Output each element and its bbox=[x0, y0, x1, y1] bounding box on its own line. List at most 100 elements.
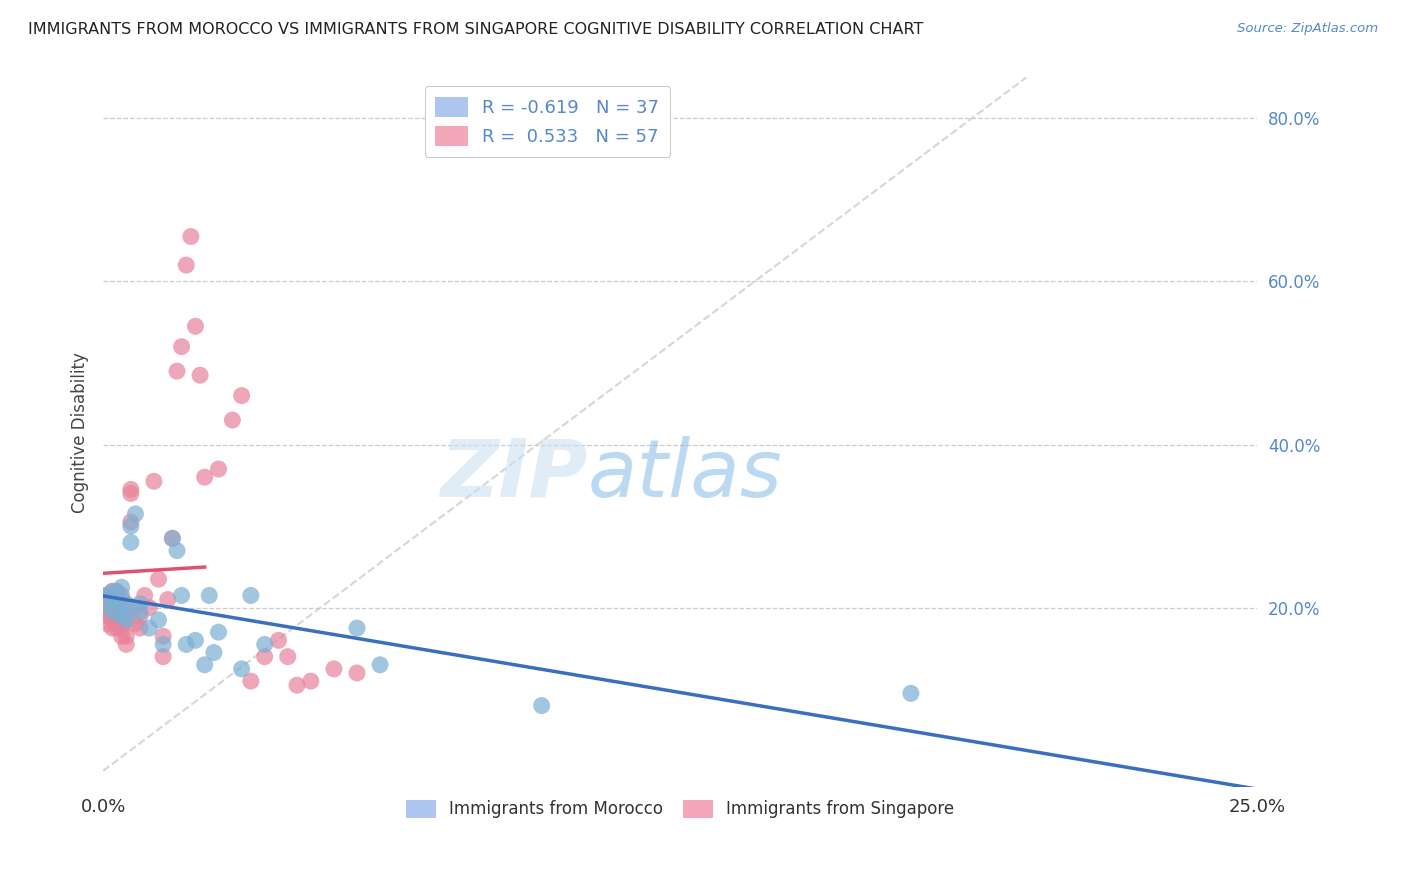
Point bbox=[124, 600, 146, 615]
Point bbox=[115, 597, 138, 611]
Point bbox=[142, 475, 165, 489]
Point bbox=[101, 584, 124, 599]
Point bbox=[110, 592, 132, 607]
Point bbox=[129, 597, 152, 611]
Point bbox=[900, 686, 922, 700]
Point bbox=[174, 258, 197, 272]
Point bbox=[120, 515, 142, 529]
Point bbox=[231, 388, 253, 402]
Y-axis label: Cognitive Disability: Cognitive Disability bbox=[72, 351, 89, 513]
Point bbox=[110, 608, 132, 623]
Point bbox=[115, 629, 138, 643]
Point bbox=[105, 586, 128, 600]
Point bbox=[253, 637, 276, 651]
Point bbox=[152, 629, 174, 643]
Point bbox=[162, 532, 184, 546]
Point bbox=[101, 621, 124, 635]
Point bbox=[101, 605, 124, 619]
Point bbox=[148, 572, 170, 586]
Point bbox=[97, 600, 120, 615]
Point bbox=[110, 589, 132, 603]
Point bbox=[97, 605, 120, 619]
Point bbox=[170, 589, 193, 603]
Point bbox=[110, 580, 132, 594]
Point bbox=[129, 605, 152, 619]
Text: ZIP: ZIP bbox=[440, 436, 588, 514]
Point bbox=[267, 633, 290, 648]
Point bbox=[207, 625, 229, 640]
Text: IMMIGRANTS FROM MOROCCO VS IMMIGRANTS FROM SINGAPORE COGNITIVE DISABILITY CORREL: IMMIGRANTS FROM MOROCCO VS IMMIGRANTS FR… bbox=[28, 22, 924, 37]
Point bbox=[152, 649, 174, 664]
Point bbox=[156, 592, 179, 607]
Point bbox=[110, 621, 132, 635]
Point bbox=[194, 657, 217, 672]
Point bbox=[170, 340, 193, 354]
Point bbox=[105, 600, 128, 615]
Point bbox=[115, 613, 138, 627]
Point bbox=[174, 637, 197, 651]
Point bbox=[124, 507, 146, 521]
Point bbox=[198, 589, 221, 603]
Point bbox=[162, 532, 184, 546]
Point bbox=[231, 662, 253, 676]
Point bbox=[194, 470, 217, 484]
Point bbox=[101, 584, 124, 599]
Point bbox=[184, 319, 207, 334]
Point bbox=[115, 637, 138, 651]
Point bbox=[101, 605, 124, 619]
Point bbox=[148, 613, 170, 627]
Point bbox=[120, 483, 142, 497]
Point bbox=[97, 608, 120, 623]
Point bbox=[188, 368, 211, 383]
Point bbox=[134, 589, 156, 603]
Point bbox=[184, 633, 207, 648]
Point bbox=[120, 486, 142, 500]
Point bbox=[285, 678, 308, 692]
Point bbox=[299, 674, 322, 689]
Point bbox=[105, 621, 128, 635]
Point bbox=[277, 649, 299, 664]
Point bbox=[94, 589, 117, 603]
Point bbox=[530, 698, 553, 713]
Point bbox=[120, 535, 142, 549]
Point bbox=[221, 413, 243, 427]
Point bbox=[97, 597, 120, 611]
Text: Source: ZipAtlas.com: Source: ZipAtlas.com bbox=[1237, 22, 1378, 36]
Point bbox=[101, 592, 124, 607]
Point bbox=[346, 665, 368, 680]
Point bbox=[207, 462, 229, 476]
Point bbox=[97, 617, 120, 632]
Point bbox=[110, 629, 132, 643]
Point bbox=[129, 608, 152, 623]
Point bbox=[115, 605, 138, 619]
Point bbox=[97, 589, 120, 603]
Point bbox=[97, 597, 120, 611]
Point bbox=[239, 674, 262, 689]
Point bbox=[105, 584, 128, 599]
Point bbox=[202, 646, 225, 660]
Text: atlas: atlas bbox=[588, 436, 783, 514]
Point bbox=[105, 592, 128, 607]
Point bbox=[253, 649, 276, 664]
Point bbox=[166, 543, 188, 558]
Point bbox=[152, 637, 174, 651]
Point bbox=[166, 364, 188, 378]
Point bbox=[180, 229, 202, 244]
Point bbox=[129, 621, 152, 635]
Point bbox=[110, 600, 132, 615]
Point bbox=[105, 617, 128, 632]
Point bbox=[138, 600, 160, 615]
Point bbox=[239, 589, 262, 603]
Point bbox=[105, 605, 128, 619]
Point bbox=[101, 613, 124, 627]
Point bbox=[110, 613, 132, 627]
Point bbox=[322, 662, 344, 676]
Point bbox=[105, 600, 128, 615]
Point bbox=[346, 621, 368, 635]
Point bbox=[115, 613, 138, 627]
Point bbox=[138, 621, 160, 635]
Legend: Immigrants from Morocco, Immigrants from Singapore: Immigrants from Morocco, Immigrants from… bbox=[399, 793, 962, 825]
Point bbox=[368, 657, 391, 672]
Point bbox=[124, 617, 146, 632]
Point bbox=[120, 519, 142, 533]
